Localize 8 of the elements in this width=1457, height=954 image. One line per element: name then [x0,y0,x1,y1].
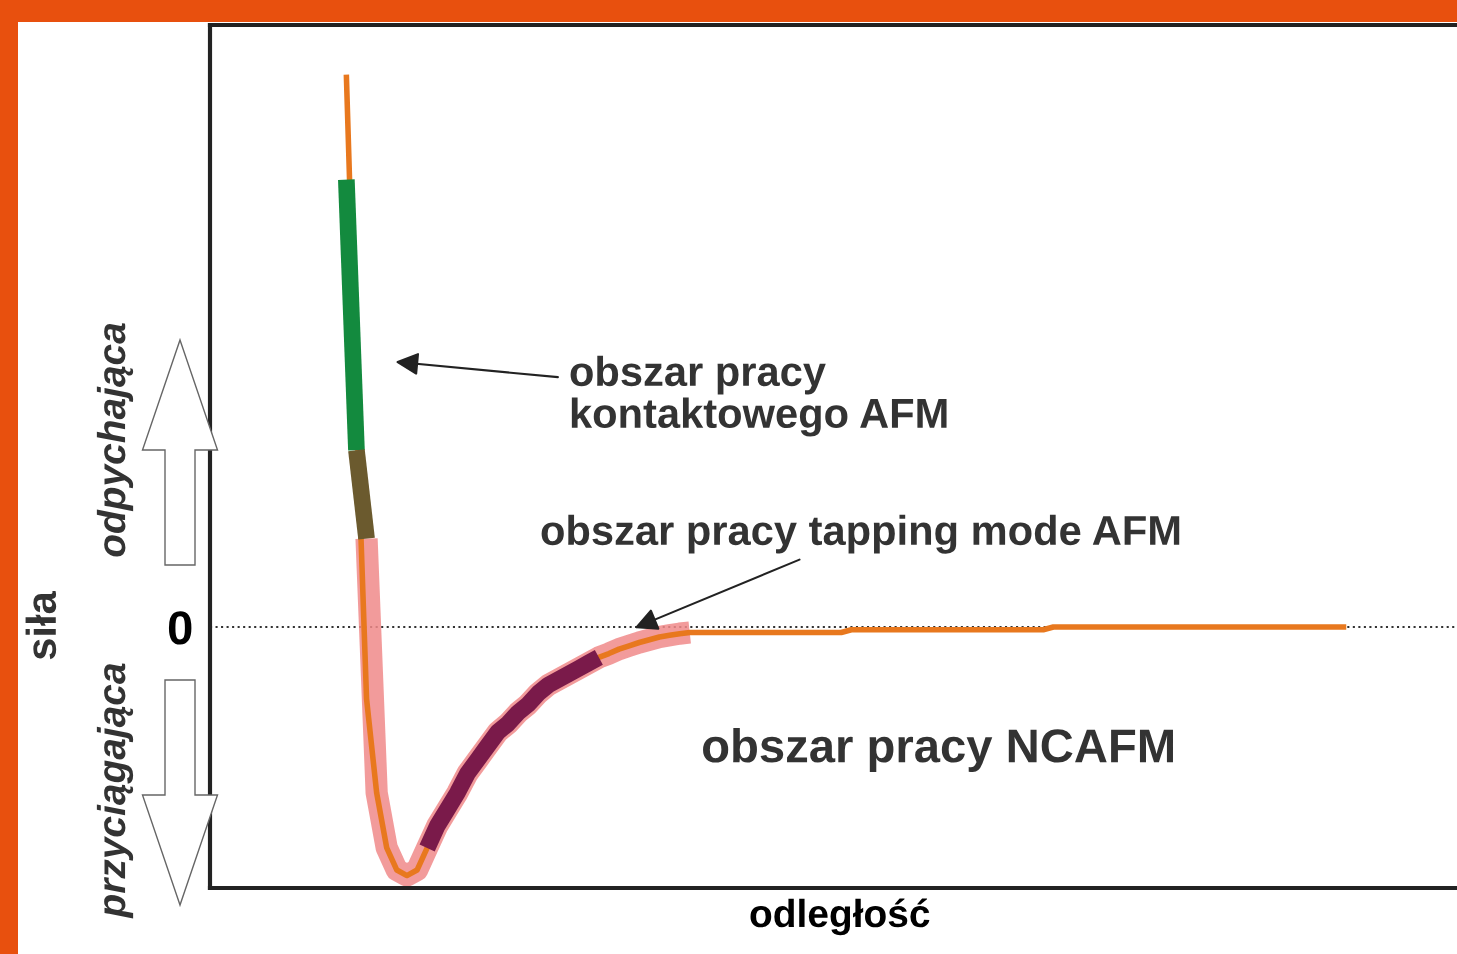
text: siła [25,590,57,660]
annotation: obszar pracy NCAFM [703,727,1173,772]
text: odpychająca [96,323,134,557]
text: przyciągająca [96,663,134,919]
annotation: obszar pracy kontaktowego AFM [570,355,947,437]
annotation: obszar pracy tapping mode AFM [541,514,1180,554]
ref-line-label: 0 [168,611,192,645]
x-axis-title: odległość [750,898,930,936]
